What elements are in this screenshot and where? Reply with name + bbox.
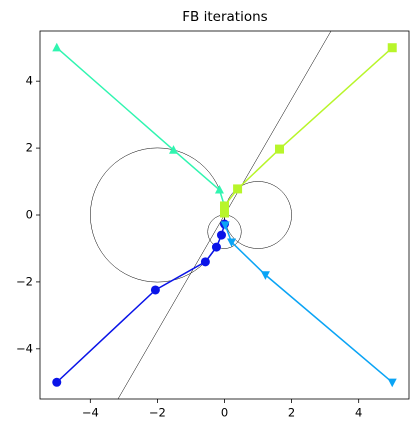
x-tick-label: −4	[82, 406, 99, 420]
chart-title: FB iterations	[182, 9, 267, 25]
x-tick-label: 4	[355, 406, 362, 420]
y-tick-label: −2	[16, 274, 33, 288]
marker	[211, 242, 221, 252]
marker	[387, 378, 397, 388]
x-tick-label: −2	[149, 406, 166, 420]
marker	[216, 230, 226, 240]
marker	[52, 42, 62, 52]
y-tick-label: −4	[16, 341, 33, 355]
series-line	[223, 47, 393, 213]
marker	[220, 201, 229, 211]
y-tick-label: 4	[26, 74, 33, 88]
series-line	[224, 224, 393, 383]
series-line	[56, 223, 226, 383]
marker	[169, 145, 179, 154]
marker	[233, 184, 243, 194]
y-tick-label: 2	[26, 141, 33, 155]
marker	[220, 221, 230, 230]
marker	[260, 271, 270, 280]
y-tick-label: 0	[26, 208, 33, 222]
series-line	[56, 47, 226, 207]
marker	[214, 184, 224, 194]
marker	[52, 377, 62, 387]
marker	[227, 238, 237, 248]
marker	[200, 257, 210, 267]
marker	[220, 208, 229, 218]
marker	[387, 43, 397, 53]
x-tick-label: 2	[288, 406, 295, 420]
x-tick-label: 0	[221, 406, 228, 420]
marker	[275, 144, 285, 154]
marker	[150, 285, 160, 295]
plot-area	[52, 31, 397, 399]
